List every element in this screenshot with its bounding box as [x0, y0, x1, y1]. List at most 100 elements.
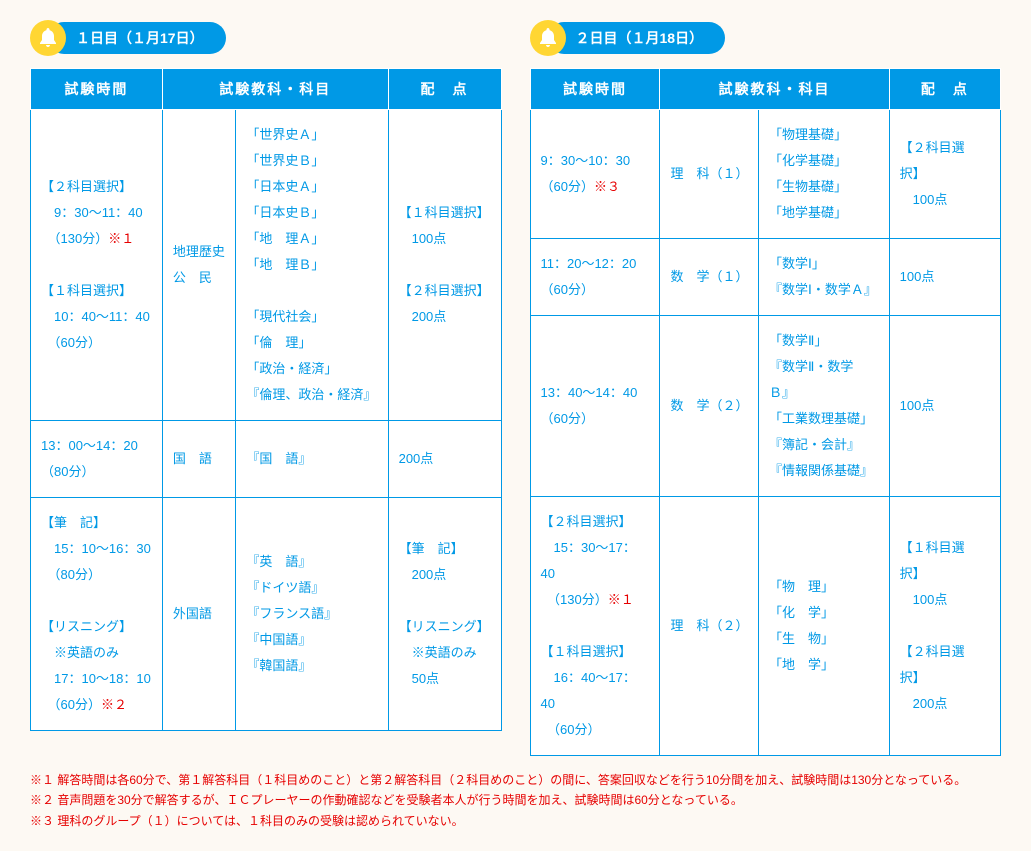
- mark: ※１: [108, 231, 134, 246]
- dur: （60分）: [541, 722, 601, 737]
- label: 【２科目選択】: [541, 514, 632, 529]
- cell-score: 100点: [889, 239, 1000, 316]
- label: 【１科目選択】: [399, 205, 490, 220]
- pts: 200点: [900, 696, 948, 711]
- label: 【２科目選択】: [41, 179, 132, 194]
- note: ※英語のみ: [41, 645, 119, 660]
- table-row: 11：20～12：20 （60分） 数 学（１） 「数学Ⅰ」 『数学Ⅰ・数学Ａ』…: [530, 239, 1001, 316]
- cell-subjects: 『英 語』 『ドイツ語』 『フランス語』 『中国語』 『韓国語』: [236, 498, 388, 731]
- subj: 「数学Ⅰ」: [769, 256, 825, 271]
- pts: 50点: [399, 671, 439, 686]
- cell-category: 理 科（２）: [660, 497, 759, 756]
- footnotes: ※１ 解答時間は各60分で、第１解答科目（１科目めのこと）と第２解答科目（２科目…: [30, 770, 1001, 831]
- day1-table: 試験時間 試験教科・科目 配 点 【２科目選択】 9：30～11：40 （130…: [30, 68, 502, 731]
- subj: 「現代社会」: [246, 309, 324, 324]
- cat-line: 地理歴史: [173, 244, 225, 259]
- day2-header: ２日目（１月18日）: [530, 20, 1002, 56]
- label: 【１科目選択】: [541, 644, 632, 659]
- table-row: 13：40～14：40 （60分） 数 学（２） 「数学Ⅱ」 『数学Ⅱ・数学Ｂ』…: [530, 316, 1001, 497]
- bell-icon-svg: [539, 28, 557, 48]
- range: 9：30～11：40: [41, 205, 143, 220]
- cell-category: 国 語: [162, 421, 236, 498]
- subj: 「日本史Ｂ」: [246, 205, 324, 220]
- cell-subjects: 「数学Ⅱ」 『数学Ⅱ・数学Ｂ』 「工業数理基礎」 『簿記・会計』 『情報関係基礎…: [759, 316, 890, 497]
- dur: （60分）: [41, 697, 101, 712]
- day2-panel: ２日目（１月18日） 試験時間 試験教科・科目 配 点 9：30～10：30 （…: [530, 20, 1002, 756]
- subj: 『フランス語』: [246, 606, 337, 621]
- range: 9：30～10：30: [541, 153, 631, 168]
- subj: 「地 学」: [769, 657, 834, 672]
- label: 【リスニング】: [399, 619, 490, 634]
- label: 【リスニング】: [41, 619, 132, 634]
- day2-th-time: 試験時間: [530, 69, 660, 110]
- table-row: 13：00～14：20 （80分） 国 語 『国 語』 200点: [31, 421, 502, 498]
- subj: 「化 学」: [769, 605, 834, 620]
- subj: 『中国語』: [246, 632, 311, 647]
- cell-time: 9：30～10：30 （60分）※３: [530, 110, 660, 239]
- subj: 『数学Ⅱ・数学Ｂ』: [769, 359, 853, 400]
- table-row: 【筆 記】 15：10～16：30 （80分） 【リスニング】 ※英語のみ 17…: [31, 498, 502, 731]
- pts: 100点: [900, 592, 948, 607]
- table-row: 【２科目選択】 9：30～11：40 （130分）※１ 【１科目選択】 10：4…: [31, 110, 502, 421]
- subj: 「生物基礎」: [769, 179, 847, 194]
- label: 【１科目選択】: [900, 540, 965, 581]
- subj: 「物 理」: [769, 579, 834, 594]
- cell-subjects: 「物理基礎」 「化学基礎」 「生物基礎」 「地学基礎」: [759, 110, 890, 239]
- dur: （80分）: [41, 567, 101, 582]
- cell-category: 理 科（１）: [660, 110, 759, 239]
- label: 【２科目選択】: [900, 140, 965, 181]
- cell-subjects: 「世界史Ａ」 「世界史Ｂ」 「日本史Ａ」 「日本史Ｂ」 「地 理Ａ」 「地 理Ｂ…: [236, 110, 388, 421]
- subj: 「工業数理基礎」: [769, 411, 873, 426]
- bell-icon-svg: [39, 28, 57, 48]
- subj: 「化学基礎」: [769, 153, 847, 168]
- subj: 『ドイツ語』: [246, 580, 324, 595]
- range: 15：10～16：30: [41, 541, 151, 556]
- bell-icon: [30, 20, 66, 56]
- subj: 「地 理Ａ」: [246, 231, 324, 246]
- subj: 『情報関係基礎』: [769, 463, 873, 478]
- pts: 100点: [900, 192, 948, 207]
- table-row: 【２科目選択】 15：30～17：40 （130分）※１ 【１科目選択】 16：…: [530, 497, 1001, 756]
- days-container: １日目（１月17日） 試験時間 試験教科・科目 配 点 【２科目選択】 9：30…: [30, 20, 1001, 756]
- pts: 100点: [399, 231, 447, 246]
- bell-icon: [530, 20, 566, 56]
- dur: （130分）: [541, 592, 608, 607]
- subj: 「数学Ⅱ」: [769, 333, 827, 348]
- cell-time: 13：40～14：40 （60分）: [530, 316, 660, 497]
- mark: ※３: [594, 179, 620, 194]
- pts: 200点: [399, 567, 447, 582]
- subj: 『数学Ⅰ・数学Ａ』: [769, 282, 877, 297]
- range: 17：10～18：10: [41, 671, 151, 686]
- cell-time: 11：20～12：20 （60分）: [530, 239, 660, 316]
- cell-score: 【筆 記】 200点 【リスニング】 ※英語のみ 50点: [388, 498, 501, 731]
- range: 13：00～14：20: [41, 438, 138, 453]
- label: 【２科目選択】: [900, 644, 965, 685]
- dur: （60分）: [541, 411, 594, 426]
- subj: 「倫 理」: [246, 335, 311, 350]
- cell-score: 200点: [388, 421, 501, 498]
- dur: （130分）: [41, 231, 108, 246]
- cell-category: 外国語: [162, 498, 236, 731]
- footnote-2: ※２ 音声問題を30分で解答するが、ＩＣプレーヤーの作動確認などを受験者本人が行…: [30, 790, 1001, 810]
- cell-subjects: 「物 理」 「化 学」 「生 物」 「地 学」: [759, 497, 890, 756]
- subj: 『英 語』: [246, 554, 311, 569]
- note: ※英語のみ: [399, 645, 477, 660]
- day1-header: １日目（１月17日）: [30, 20, 502, 56]
- range: 13：40～14：40: [541, 385, 638, 400]
- cell-score: 【２科目選択】 100点: [889, 110, 1000, 239]
- mark: ※２: [101, 697, 127, 712]
- subj: 『倫理、政治・経済』: [246, 387, 376, 402]
- day1-th-time: 試験時間: [31, 69, 163, 110]
- day2-th-score: 配 点: [889, 69, 1000, 110]
- dur: （60分）: [41, 335, 101, 350]
- label: 【１科目選択】: [41, 283, 132, 298]
- cell-time: 13：00～14：20 （80分）: [31, 421, 163, 498]
- cell-score: 【１科目選択】 100点 【２科目選択】 200点: [889, 497, 1000, 756]
- subj: 「生 物」: [769, 631, 834, 646]
- day1-title: １日目（１月17日）: [48, 22, 226, 54]
- subj: 「世界史Ｂ」: [246, 153, 324, 168]
- dur: （80分）: [41, 464, 94, 479]
- subj: 『韓国語』: [246, 658, 311, 673]
- subj: 「政治・経済」: [246, 361, 337, 376]
- cell-subjects: 『国 語』: [236, 421, 388, 498]
